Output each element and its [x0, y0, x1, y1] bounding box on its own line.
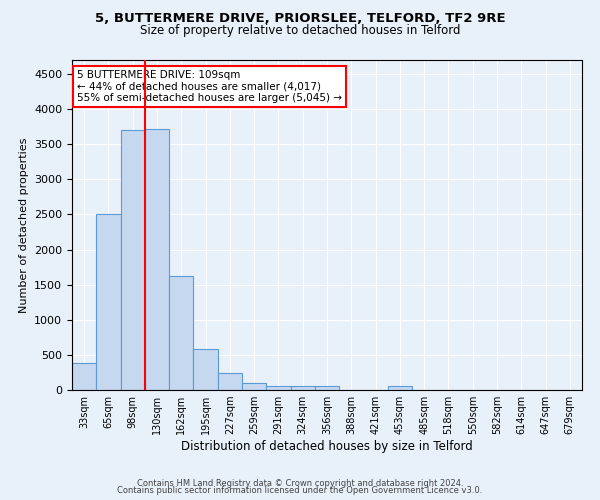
Bar: [388, 386, 412, 390]
Bar: [218, 373, 242, 390]
X-axis label: Distribution of detached houses by size in Telford: Distribution of detached houses by size …: [181, 440, 473, 453]
Text: Contains public sector information licensed under the Open Government Licence v3: Contains public sector information licen…: [118, 486, 482, 495]
Bar: [169, 276, 193, 390]
Y-axis label: Number of detached properties: Number of detached properties: [19, 138, 29, 312]
Bar: [96, 214, 121, 390]
Bar: [290, 386, 315, 390]
Bar: [315, 386, 339, 390]
Bar: [145, 129, 169, 390]
Bar: [242, 382, 266, 390]
Text: 5, BUTTERMERE DRIVE, PRIORSLEE, TELFORD, TF2 9RE: 5, BUTTERMERE DRIVE, PRIORSLEE, TELFORD,…: [95, 12, 505, 26]
Bar: [72, 364, 96, 390]
Text: Contains HM Land Registry data © Crown copyright and database right 2024.: Contains HM Land Registry data © Crown c…: [137, 478, 463, 488]
Bar: [266, 386, 290, 390]
Bar: [193, 350, 218, 390]
Text: 5 BUTTERMERE DRIVE: 109sqm
← 44% of detached houses are smaller (4,017)
55% of s: 5 BUTTERMERE DRIVE: 109sqm ← 44% of deta…: [77, 70, 342, 103]
Bar: [121, 130, 145, 390]
Text: Size of property relative to detached houses in Telford: Size of property relative to detached ho…: [140, 24, 460, 37]
